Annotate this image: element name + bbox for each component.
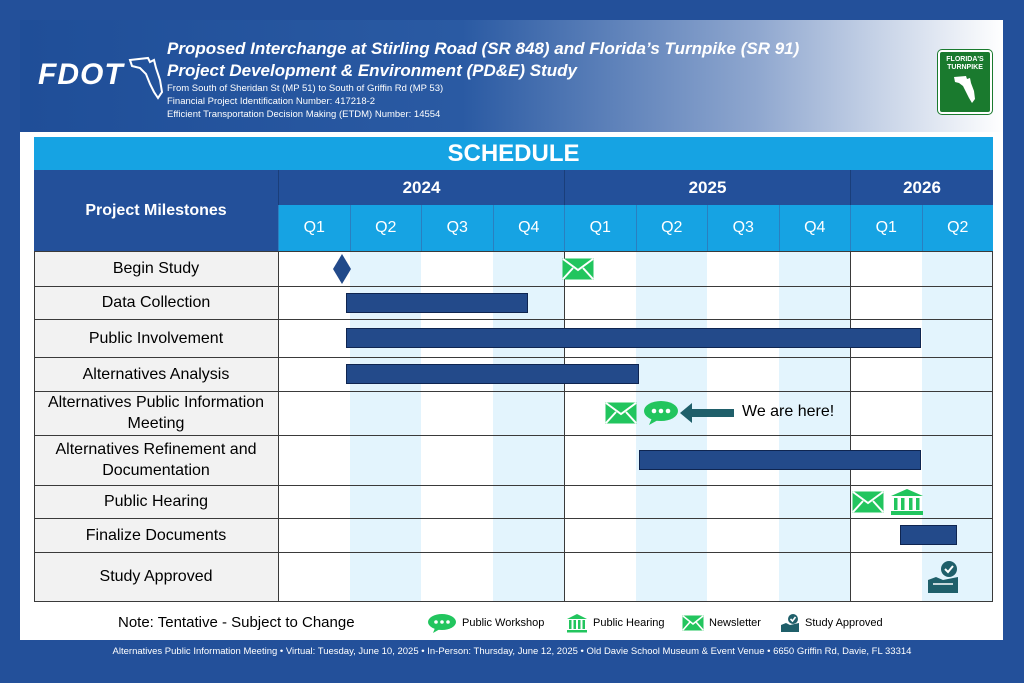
legend-label: Study Approved (805, 617, 883, 629)
gantt-bar (345, 292, 529, 313)
project-limits: From South of Sheridan St (MP 51) to Sou… (167, 83, 444, 94)
turnpike-logo: FLORIDA'S TURNPIKE (938, 50, 992, 114)
gantt-bar (639, 450, 922, 470)
schedule-title: SCHEDULE (34, 137, 993, 170)
year-divider (278, 251, 279, 601)
row-divider (34, 391, 993, 392)
row-divider (34, 435, 993, 436)
quarter-header: Q2 (635, 205, 707, 251)
public-workshop-icon (643, 400, 679, 426)
quarter-header: Q3 (421, 205, 493, 251)
public-hearing-icon (890, 488, 924, 516)
public-hearing-icon (567, 614, 587, 633)
gantt-bar (345, 328, 922, 348)
quarter-shade (921, 251, 993, 601)
quarter-header: Q4 (492, 205, 564, 251)
task-label: Study Approved (34, 552, 278, 601)
row-divider (34, 251, 993, 252)
etdm-number: Efficient Transportation Decision Making… (167, 109, 441, 120)
legend-public-hearing: Public Hearing (566, 612, 665, 634)
newsletter-icon (562, 257, 595, 280)
legend-label: Public Hearing (593, 617, 665, 629)
quarter-shade (635, 251, 707, 601)
quarter-header: Q2 (921, 205, 993, 251)
turnpike-florida-icon (954, 76, 975, 103)
year-divider (992, 251, 993, 601)
quarter-header: Q4 (778, 205, 850, 251)
year-divider (564, 251, 565, 601)
task-label: Public Hearing (34, 485, 278, 518)
row-divider (34, 319, 993, 320)
newsletter-icon (852, 490, 884, 513)
task-label: Alternatives Refinement and Documentatio… (34, 435, 278, 485)
legend-label: Public Workshop (462, 617, 545, 629)
row-divider (34, 601, 993, 602)
quarter-shade (778, 251, 850, 601)
legend-public-workshop: Public Workshop (427, 612, 544, 634)
newsletter-icon (605, 402, 637, 424)
task-label: Begin Study (34, 251, 278, 286)
arrow-left-icon (679, 402, 735, 424)
header-banner: FDOT Proposed Interchange at Stirling Ro… (20, 20, 1003, 132)
row-divider (34, 485, 993, 486)
header-titles: Proposed Interchange at Stirling Road (S… (167, 38, 799, 121)
year-header: 2024 (278, 170, 564, 205)
year-divider (850, 251, 851, 601)
legend-study-approved: Study Approved (780, 612, 883, 634)
quarter-header: Q1 (278, 205, 350, 251)
task-label: Data Collection (34, 286, 278, 319)
quarter-header: Q2 (349, 205, 421, 251)
study-approved-icon (781, 614, 799, 632)
task-label: Finalize Documents (34, 518, 278, 552)
project-title: Proposed Interchange at Stirling Road (S… (167, 39, 800, 58)
public-workshop-icon (428, 614, 456, 633)
fdot-logo: FDOT (38, 58, 124, 91)
we-are-here-label: We are here! (742, 403, 835, 420)
project-milestones-header: Project Milestones (34, 170, 278, 251)
newsletter-icon (682, 615, 704, 631)
gantt-bar (345, 364, 640, 384)
florida-outline-icon (128, 56, 164, 100)
year-divider (34, 251, 35, 601)
quarter-header: Q1 (564, 205, 636, 251)
row-divider (34, 518, 993, 519)
quarter-header: Q3 (707, 205, 779, 251)
task-label: Public Involvement (34, 319, 278, 357)
financial-project-id: Financial Project Identification Number:… (167, 96, 376, 107)
task-label: Alternatives Public Information Meeting (34, 391, 278, 435)
study-approved-icon (927, 560, 959, 594)
study-title: Project Development & Environment (PD&E)… (167, 61, 577, 80)
quarter-header: Q1 (850, 205, 922, 251)
year-header: 2025 (564, 170, 850, 205)
row-divider (34, 286, 993, 287)
turnpike-logo-text: FLORIDA'S TURNPIKE (946, 56, 984, 71)
row-divider (34, 552, 993, 553)
meeting-footer: Alternatives Public Information Meeting … (112, 646, 912, 657)
legend-newsletter: Newsletter (682, 612, 761, 634)
milestone-diamond (332, 253, 352, 285)
tentative-note: Note: Tentative - Subject to Change (118, 614, 355, 631)
legend-label: Newsletter (709, 617, 761, 629)
task-label: Alternatives Analysis (34, 357, 278, 391)
schedule-gantt: SCHEDULE Project Milestones 2024 2025 2026… (34, 137, 993, 603)
row-divider (34, 357, 993, 358)
year-header: 2026 (850, 170, 993, 205)
gantt-bar (900, 525, 958, 545)
